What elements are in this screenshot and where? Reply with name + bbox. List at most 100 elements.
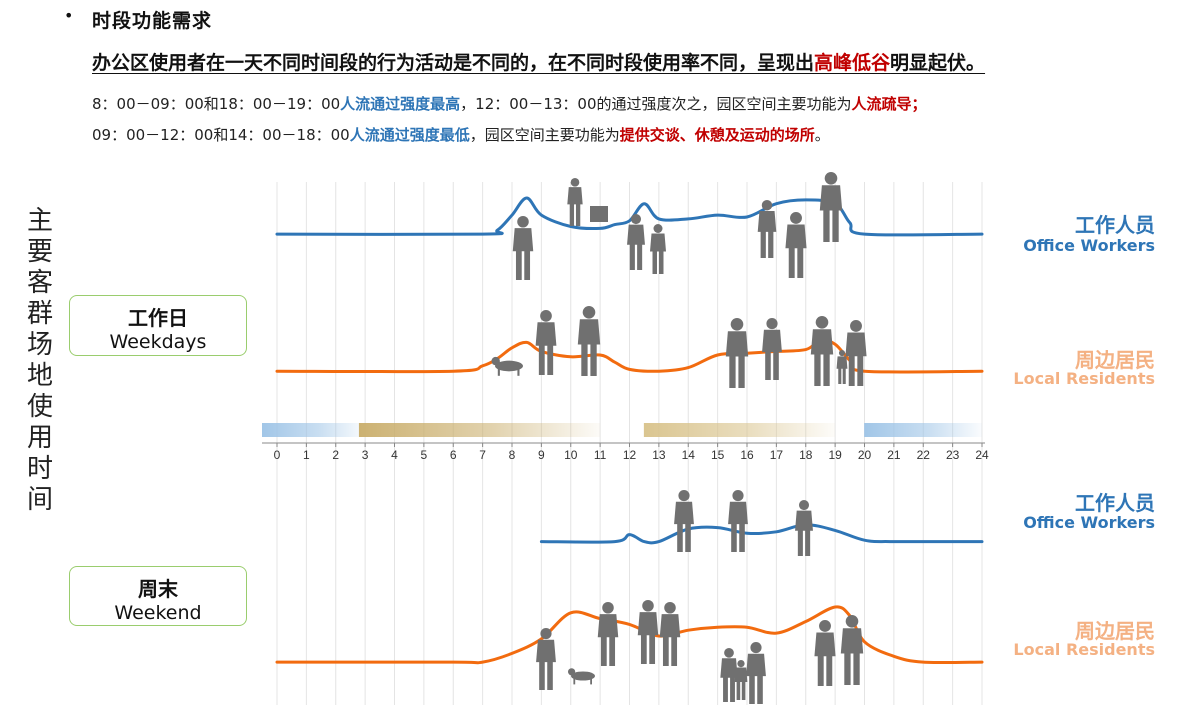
- person-body: [627, 224, 645, 245]
- dog-head: [568, 668, 576, 676]
- time-band: [358, 423, 601, 437]
- desc1-middle: ，12：00－13：00的通过强度次之，园区空间主要功能为: [460, 95, 852, 113]
- person-body: [650, 233, 666, 252]
- office-worker-silhouette: [674, 490, 694, 552]
- person-head: [850, 320, 862, 332]
- person-leg: [738, 355, 745, 388]
- person-leg: [637, 243, 643, 270]
- person-body: [845, 332, 867, 357]
- person-leg: [569, 203, 575, 226]
- dog-head: [491, 356, 500, 366]
- desc2-function: 提供交谈、休憩及运动的场所: [619, 126, 815, 144]
- time-band: [643, 423, 836, 437]
- person-leg: [814, 353, 821, 386]
- headline-highlight: 高峰低谷: [814, 52, 891, 74]
- time-band: [262, 423, 366, 437]
- tick-label: 0: [274, 448, 281, 462]
- person-body: [728, 501, 748, 525]
- person-leg: [823, 353, 830, 386]
- tick-label: 9: [538, 448, 545, 462]
- desk-silhouette: [590, 206, 608, 222]
- person-leg: [685, 522, 691, 552]
- weekday-cn: 工作日: [128, 306, 188, 330]
- person-leg: [640, 633, 647, 664]
- legend-residents-cn-weekday: 周边居民: [1075, 348, 1155, 372]
- person-leg: [575, 203, 581, 226]
- person-leg: [730, 676, 735, 702]
- person-body: [819, 185, 843, 211]
- resident-silhouette: [734, 660, 748, 700]
- tick-label: 21: [887, 448, 901, 462]
- tick-label: 2: [332, 448, 339, 462]
- desc2-middle: ，园区空间主要功能为: [469, 126, 620, 144]
- resident-silhouette: [840, 615, 864, 685]
- person-head: [750, 642, 762, 654]
- resident-silhouette: [845, 320, 867, 386]
- tick-label: 3: [362, 448, 369, 462]
- headline-end: 明显起伏。: [890, 52, 986, 74]
- tick-label: 1: [303, 448, 310, 462]
- resident-silhouette: [814, 620, 836, 686]
- person-leg: [848, 354, 855, 386]
- resident-silhouette: [725, 318, 749, 388]
- office-worker-silhouette: [512, 216, 534, 280]
- tick-label: 5: [421, 448, 428, 462]
- person-leg: [515, 249, 522, 280]
- dog-body: [495, 360, 523, 372]
- desc2-end: 。: [814, 126, 830, 144]
- person-leg: [765, 350, 771, 380]
- person-leg: [760, 230, 766, 258]
- dog-leg: [590, 676, 592, 685]
- resident-silhouette: [637, 600, 659, 664]
- legend-workers-en-weekday: Office Workers: [1023, 236, 1155, 255]
- description-line-1: 8：00－09：00和18：00－19：00人流通过强度最高，12：00－13：…: [92, 93, 927, 114]
- person-leg: [832, 209, 839, 242]
- section-title: 时段功能需求: [92, 10, 213, 32]
- side-title: 主 要 客 群 场 地 使 用 时 间: [26, 206, 54, 516]
- legend-residents-en-weekday: Local Residents: [1013, 369, 1155, 388]
- person-leg: [823, 209, 830, 242]
- person-head: [737, 660, 745, 668]
- person-leg: [547, 344, 554, 375]
- person-leg: [838, 368, 842, 384]
- resident-silhouette: [720, 648, 738, 702]
- person-body: [535, 322, 557, 346]
- office-worker-silhouette: [627, 214, 645, 270]
- person-body: [674, 501, 694, 525]
- time-band: [864, 423, 982, 437]
- office-worker-silhouette: [785, 212, 807, 278]
- person-body: [512, 228, 534, 252]
- dog-body: [571, 671, 595, 681]
- tick-label: 19: [828, 448, 842, 462]
- tick-label: 17: [770, 448, 784, 462]
- person-body: [567, 187, 583, 205]
- resident-silhouette: [836, 350, 848, 384]
- desc1-function: 人流疏导；: [851, 95, 927, 113]
- person-body: [762, 329, 782, 353]
- resident-silhouette: [659, 602, 681, 666]
- low-label: 人流通过强度最低: [349, 126, 470, 144]
- person-leg: [662, 635, 669, 666]
- tick-label: 15: [711, 448, 725, 462]
- weekday-label-box: 工作日 Weekdays: [69, 295, 247, 356]
- person-body: [725, 331, 749, 357]
- resident-silhouette: [762, 318, 782, 380]
- person-leg: [736, 681, 741, 700]
- person-head: [540, 310, 552, 322]
- tick-label: 24: [975, 448, 989, 462]
- person-head: [819, 620, 831, 632]
- people-silhouettes: [491, 172, 867, 704]
- dog-leg: [573, 676, 576, 685]
- person-leg: [671, 635, 678, 666]
- weekday-en: Weekdays: [109, 331, 207, 353]
- person-leg: [768, 230, 774, 258]
- side-title-char: 用: [26, 423, 53, 453]
- weekend-cn: 周末: [138, 577, 178, 601]
- person-body: [795, 510, 813, 531]
- person-body: [810, 329, 834, 355]
- person-head: [845, 615, 859, 628]
- person-leg: [844, 652, 851, 685]
- side-title-char: 时: [26, 454, 53, 484]
- person-leg: [797, 246, 804, 278]
- office-worker-silhouette: [795, 500, 813, 556]
